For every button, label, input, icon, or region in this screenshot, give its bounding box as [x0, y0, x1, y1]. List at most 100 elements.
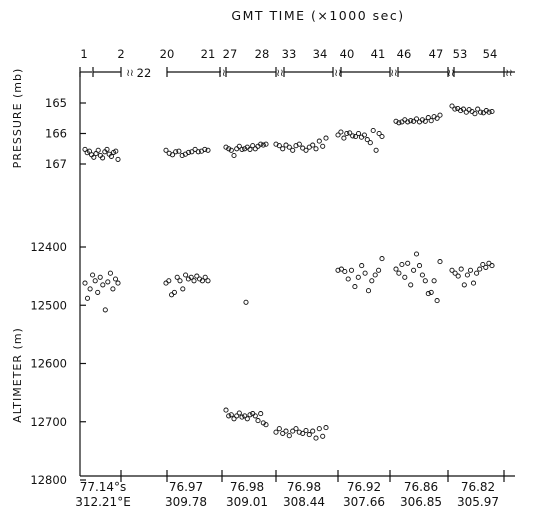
altimeter-point — [464, 272, 470, 278]
pressure-point — [489, 108, 495, 115]
altimeter-point — [194, 273, 200, 279]
top-axis-label: 34 — [313, 47, 328, 61]
chart-title: GMT TIME (×1000 sec) — [231, 8, 404, 23]
altimeter-point — [489, 263, 495, 269]
altimeter-point — [177, 278, 183, 284]
pressure-point — [169, 152, 176, 158]
altimeter-point — [408, 282, 414, 288]
altimeter-point — [416, 263, 423, 269]
pressure-point — [239, 146, 245, 152]
altimeter-point — [434, 298, 440, 304]
pressure-point — [367, 140, 373, 146]
altimeter-point — [461, 282, 467, 288]
altimeter-point — [345, 276, 351, 282]
top-axis-label: 40 — [340, 47, 355, 61]
altimeter-point — [422, 278, 428, 284]
pressure-point — [115, 156, 121, 162]
axis-break-mark: ≀≀ — [390, 68, 398, 79]
pressure-point — [176, 148, 182, 154]
altimeter-point — [458, 266, 464, 272]
altimeter-point — [171, 289, 177, 295]
altimeter-tick-label: 12600 — [30, 357, 67, 371]
pressure-point — [480, 110, 486, 116]
pressure-point — [408, 118, 414, 124]
pressure-point — [263, 141, 269, 147]
altimeter-tick-label: 12400 — [30, 240, 67, 254]
altimeter-point — [474, 270, 480, 276]
altimeter-point — [483, 264, 489, 270]
altimeter-point — [87, 286, 93, 292]
altimeter-point — [255, 418, 261, 424]
altimeter-point — [243, 299, 249, 305]
pressure-point — [364, 137, 370, 143]
pressure-point — [234, 146, 240, 152]
pressure-point — [486, 109, 492, 115]
altimeter-point — [405, 260, 411, 266]
top-axis-label: 28 — [255, 47, 270, 61]
pressure-axis-label: PRESSURE (mb) — [11, 68, 24, 169]
pressure-point — [296, 141, 302, 147]
latitude-label: 77.14°s — [80, 480, 127, 494]
altimeter-point — [437, 259, 443, 265]
altimeter-axis-label: ALTIMETER (m) — [11, 327, 24, 423]
altimeter-point — [338, 266, 344, 272]
pressure-point — [355, 130, 362, 137]
pressure-point — [310, 142, 316, 148]
altimeter-point — [107, 270, 113, 276]
axis-break-mark: ≀≀ — [334, 68, 342, 79]
altimeter-point — [191, 278, 197, 284]
altimeter-point — [82, 280, 88, 286]
altimeter-point — [252, 413, 258, 419]
altimeter-point — [300, 430, 306, 436]
altimeter-point — [110, 286, 116, 292]
altimeter-point — [303, 427, 309, 434]
axis-break-mark: ≀≀ — [447, 68, 455, 79]
altimeter-point — [205, 278, 211, 284]
longitude-label: 305.97 — [457, 495, 499, 507]
pressure-point — [173, 149, 179, 155]
altimeter-point — [239, 414, 245, 420]
axis-break-mark: ≀≀ — [276, 68, 284, 79]
altimeter-point — [247, 412, 253, 418]
altimeter-point — [310, 428, 316, 434]
pressure-point — [434, 115, 440, 121]
altimeter-point — [223, 407, 229, 413]
pressure-point — [373, 147, 379, 153]
pressure-point — [242, 146, 248, 152]
altimeter-point — [202, 274, 208, 280]
pressure-point — [370, 127, 376, 134]
axis-break-mark: ≀≀ — [218, 68, 226, 79]
altimeter-point — [352, 284, 358, 290]
pressure-point — [276, 143, 282, 149]
pressure-point — [347, 130, 353, 136]
altimeter-point — [188, 274, 194, 280]
longitude-label: 309.01 — [226, 495, 268, 507]
pressure-point — [316, 138, 322, 144]
altimeter-point — [411, 267, 417, 273]
altimeter-point — [95, 289, 101, 295]
y-ticks: 165 166 167 12400 12500 12600 12700 12800 — [30, 96, 86, 487]
altimeter-point — [115, 280, 121, 286]
altimeter-point — [280, 430, 286, 436]
pressure-point — [163, 147, 169, 153]
top-axis-label: 46 — [397, 47, 412, 61]
pressure-point — [228, 147, 234, 153]
pressure-point — [280, 146, 286, 152]
altimeter-point — [228, 412, 234, 418]
pressure-point — [205, 147, 211, 153]
top-axis-label: 47 — [429, 47, 444, 61]
altimeter-point — [402, 274, 408, 280]
top-axis-label: 1 — [80, 47, 87, 61]
altimeter-point — [236, 410, 242, 416]
pressure-point — [338, 129, 344, 135]
pressure-point — [472, 111, 478, 117]
pressure-point — [303, 147, 309, 153]
longitude-label: 309.78 — [165, 495, 207, 507]
altimeter-point — [413, 251, 420, 257]
pressure-point — [376, 130, 382, 137]
altimeter-point — [242, 413, 248, 419]
latitude-label: 76.97 — [169, 480, 203, 494]
latitude-label: 76.92 — [347, 480, 381, 494]
pressure-point — [202, 146, 208, 152]
